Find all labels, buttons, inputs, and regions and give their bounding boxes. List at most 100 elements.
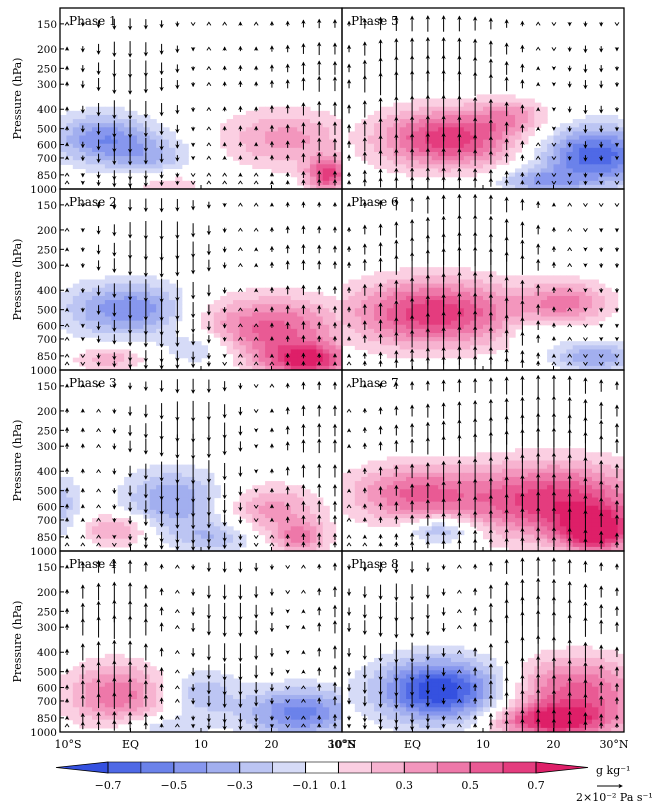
anomaly-cell [290, 164, 298, 170]
anomaly-cell [348, 337, 356, 342]
anomaly-cell [290, 711, 298, 717]
anomaly-cell [418, 345, 426, 351]
anomaly-cell [66, 674, 74, 680]
anomaly-cell [104, 723, 112, 729]
anomaly-cell [297, 711, 305, 717]
anomaly-cell [66, 485, 74, 490]
anomaly-cell [406, 123, 414, 128]
vector-mark [96, 468, 101, 473]
anomaly-cell [418, 267, 426, 272]
anomaly-cell [66, 686, 74, 692]
anomaly-cell [463, 127, 471, 133]
anomaly-cell [322, 184, 330, 189]
anomaly-cell [181, 143, 189, 149]
anomaly-cell [265, 493, 273, 499]
anomaly-cell [168, 485, 176, 490]
anomaly-cell [470, 308, 478, 314]
anomaly-cell [604, 295, 612, 301]
vector-mark [96, 504, 101, 509]
anomaly-cell [406, 135, 414, 141]
vector-mark [253, 180, 259, 185]
anomaly-cell [226, 534, 234, 540]
anomaly-cell [380, 328, 388, 334]
anomaly-cell [329, 176, 337, 182]
anomaly-cell [316, 530, 324, 536]
vector-mark [222, 180, 228, 185]
anomaly-cell [386, 139, 394, 145]
vector-mark [190, 173, 196, 178]
anomaly-cell [239, 114, 247, 120]
anomaly-cell [277, 119, 285, 124]
anomaly-cell [579, 295, 587, 301]
anomaly-cell [181, 468, 189, 474]
anomaly-cell [470, 168, 478, 174]
anomaly-cell [566, 349, 574, 355]
anomaly-cell [271, 365, 279, 370]
anomaly-cell [508, 283, 516, 289]
anomaly-cell [483, 324, 491, 330]
anomaly-cell [245, 505, 253, 511]
anomaly-cell [297, 715, 305, 721]
anomaly-cell [220, 715, 228, 721]
anomaly-cell [463, 345, 471, 351]
anomaly-cell [418, 98, 426, 104]
anomaly-cell [136, 300, 144, 305]
anomaly-cell [322, 349, 330, 355]
anomaly-cell [98, 131, 106, 137]
anomaly-cell [66, 304, 74, 309]
anomaly-cell [220, 304, 228, 309]
anomaly-cell [470, 114, 478, 120]
anomaly-cell [579, 316, 587, 322]
anomaly-cell [117, 143, 125, 149]
anomaly-cell [585, 172, 593, 178]
anomaly-cell [438, 139, 446, 145]
anomaly-cell [425, 271, 433, 276]
anomaly-cell [438, 143, 446, 149]
anomaly-cell [489, 349, 497, 355]
anomaly-cell [489, 123, 497, 128]
anomaly-cell [130, 703, 138, 708]
anomaly-cell [508, 312, 516, 318]
anomaly-cell [149, 279, 157, 285]
anomaly-cell [297, 337, 305, 342]
anomaly-cell [591, 353, 599, 359]
anomaly-cell [297, 690, 305, 696]
anomaly-cell [104, 283, 112, 289]
anomaly-cell [495, 287, 503, 293]
anomaly-cell [143, 135, 151, 141]
anomaly-cell [399, 114, 407, 120]
anomaly-cell [380, 147, 388, 153]
anomaly-cell [104, 332, 112, 338]
anomaly-cell [60, 324, 68, 330]
anomaly-cell [85, 719, 93, 725]
anomaly-cell [277, 332, 285, 338]
anomaly-cell [399, 106, 407, 112]
anomaly-cell [149, 485, 157, 490]
anomaly-cell [572, 365, 580, 370]
anomaly-cell [149, 505, 157, 511]
anomaly-cell [450, 320, 458, 326]
anomaly-cell [130, 361, 138, 367]
anomaly-cell [559, 143, 567, 149]
anomaly-cell [457, 164, 465, 170]
anomaly-cell [508, 180, 516, 186]
anomaly-cell [534, 168, 542, 174]
anomaly-cell [380, 295, 388, 301]
anomaly-cell [553, 164, 561, 170]
anomaly-cell [335, 156, 342, 161]
y-tick-label: 600 [37, 502, 57, 514]
anomaly-cell [124, 168, 132, 174]
anomaly-cell [412, 131, 420, 137]
anomaly-cell [559, 300, 567, 305]
anomaly-cell [450, 131, 458, 137]
anomaly-cell [412, 168, 420, 174]
anomaly-cell [194, 707, 202, 713]
anomaly-cell [438, 320, 446, 326]
anomaly-cell [143, 156, 151, 161]
anomaly-cell [348, 341, 356, 346]
anomaly-cell [322, 719, 330, 725]
vector-mark [253, 518, 259, 523]
anomaly-cell [245, 287, 253, 293]
anomaly-cell [226, 291, 234, 297]
anomaly-cell [130, 690, 138, 696]
